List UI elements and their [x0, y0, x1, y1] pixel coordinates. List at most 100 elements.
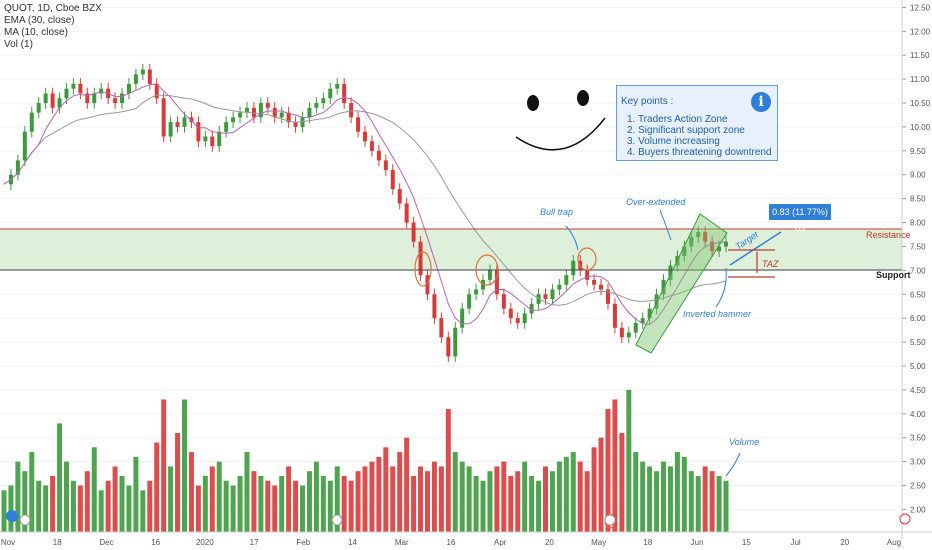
earnings-marker[interactable] [331, 514, 343, 526]
key-points-title: Key points : [621, 96, 674, 107]
tradingview-logo [6, 510, 18, 522]
candle-body [349, 103, 354, 118]
volume-bar [320, 475, 326, 532]
volume-bar [487, 471, 493, 532]
candle-body [182, 117, 187, 127]
candle-body [696, 232, 701, 237]
volume-bar [397, 452, 403, 532]
earnings-marker[interactable] [899, 513, 911, 525]
legend-ma: MA (10, close) [4, 27, 68, 38]
volume-bar [480, 480, 486, 532]
earnings-marker[interactable] [19, 514, 31, 526]
price-tick-label: 6.00 [910, 314, 926, 323]
volume-bar [105, 480, 111, 532]
candle-body [605, 289, 610, 304]
volume-bar [654, 471, 660, 532]
key-point-item: 3. Volume increasing [627, 136, 720, 147]
volume-bar [230, 485, 236, 532]
candles [8, 63, 728, 363]
candle-body [626, 332, 631, 338]
volume-bar [549, 471, 555, 532]
volume-bar [612, 399, 618, 532]
chart-legend: QUOT, 1D, Cboe BZX EMA (30, close) MA (1… [4, 3, 102, 51]
taz-bracket [728, 249, 775, 278]
volume-bar [529, 475, 535, 532]
candle-body [50, 93, 55, 108]
candle-body [383, 160, 388, 170]
volume-label: Volume [729, 437, 759, 447]
candle-body [481, 279, 486, 290]
candle-body [390, 169, 395, 190]
volume-bar [508, 475, 514, 532]
volume-bar [133, 456, 139, 532]
candle-body [342, 83, 347, 104]
candle-body [335, 83, 340, 89]
volume-bar [445, 409, 451, 532]
earnings-markers [19, 513, 911, 526]
volume-arrow [725, 452, 741, 477]
candle-body [22, 131, 27, 161]
candle-body [543, 294, 548, 300]
price-tick-label: 5.50 [910, 338, 926, 347]
candle-body [161, 98, 166, 137]
candle-body [647, 308, 652, 319]
legend-ema: EMA (30, close) [4, 15, 75, 26]
volume-bar [536, 480, 542, 532]
volume-bar [29, 452, 35, 532]
volume-bar [202, 475, 208, 532]
volume-bar [688, 471, 694, 532]
volume-bar [369, 461, 375, 532]
inverted-hammer-arrow [715, 267, 727, 308]
time-tick-label: 2020 [196, 538, 214, 547]
volume-bar [501, 461, 507, 532]
price-tick-label: 11.00 [910, 75, 930, 84]
volume-bar [293, 480, 299, 532]
smiley-face [515, 90, 606, 151]
price-tick-label: 2.50 [910, 482, 926, 491]
circle-marker-1 [414, 251, 432, 287]
candle-body [363, 131, 367, 142]
candle-body [203, 136, 208, 142]
volume-bar [695, 475, 701, 532]
volume-bar [98, 490, 104, 532]
time-tick-label: 18 [643, 538, 652, 547]
key-point-item: 1. Traders Action Zone [627, 114, 728, 125]
volume-bar [334, 466, 340, 532]
smiley-right-eye [577, 90, 589, 106]
volume-bar [716, 475, 722, 532]
volume-bar [188, 452, 194, 532]
candle-body [272, 107, 277, 118]
price-axis-labels: 12.50 12.00 11.50 11.00 10.50 10.00 9.50 9.00 8.… [902, 3, 931, 514]
volume-bar [709, 471, 715, 532]
price-tick-label: 4.00 [910, 410, 926, 419]
candle-body [293, 122, 298, 127]
time-tick-label: Mar [395, 538, 409, 547]
candle-body [550, 289, 555, 300]
volume-bar [126, 485, 132, 532]
volume-bar [702, 466, 708, 532]
earnings-marker[interactable] [604, 514, 616, 526]
time-tick-label: Apr [494, 538, 507, 547]
volume-bar [390, 466, 396, 532]
resistance-label: Resistance [866, 230, 911, 240]
time-tick-label: May [591, 538, 606, 547]
volume-bar [543, 466, 548, 532]
time-tick-label: 14 [348, 538, 357, 547]
candle-body [113, 98, 118, 104]
candle-body [133, 74, 138, 84]
volume-bar [438, 466, 444, 532]
volume-bar [633, 452, 639, 532]
price-tick-label: 6.50 [910, 290, 926, 299]
volume-bar [168, 466, 174, 532]
support-label: Support [876, 270, 911, 280]
volume-bar [647, 466, 653, 532]
time-tick-label: Feb [296, 538, 310, 547]
candle-body [467, 294, 472, 309]
candle-body [369, 141, 374, 151]
price-tick-label: 9.00 [910, 171, 926, 180]
candle-body [557, 284, 562, 290]
candle-body [376, 150, 381, 161]
price-tick-label: 7.00 [910, 266, 926, 275]
time-tick-label: 16 [447, 538, 456, 547]
legend-vol: Vol (1) [4, 39, 33, 50]
